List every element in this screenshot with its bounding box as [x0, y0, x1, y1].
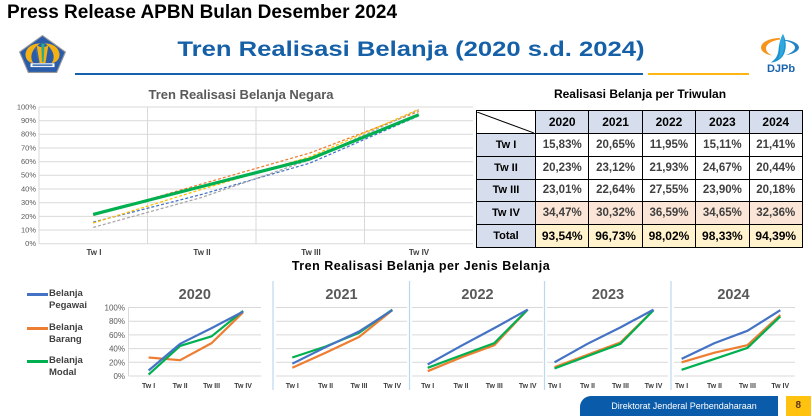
svg-text:40%: 40%	[109, 345, 125, 354]
svg-text:Tw II: Tw II	[318, 383, 333, 390]
svg-text:60%: 60%	[109, 331, 125, 340]
svg-text:Tw IV: Tw IV	[645, 383, 663, 390]
svg-text:100%: 100%	[105, 304, 125, 313]
svg-text:Tw II: Tw II	[193, 248, 210, 257]
svg-text:Tw III: Tw III	[486, 383, 503, 390]
svg-text:Tw I: Tw I	[286, 383, 299, 390]
svg-text:2023: 2023	[592, 287, 624, 303]
svg-text:Tw IV: Tw IV	[771, 383, 789, 390]
svg-text:Tw IV: Tw IV	[409, 248, 430, 257]
svg-text:80%: 80%	[109, 317, 125, 326]
svg-text:70%: 70%	[21, 143, 36, 152]
svg-text:Tw I: Tw I	[421, 383, 434, 390]
svg-text:Tw II: Tw II	[453, 383, 468, 390]
svg-text:DJPb: DJPb	[767, 63, 795, 74]
svg-text:Tw II: Tw II	[580, 383, 595, 390]
svg-text:2024: 2024	[717, 287, 749, 303]
svg-text:Tw I: Tw I	[675, 383, 688, 390]
svg-text:0%: 0%	[25, 239, 36, 248]
svg-text:2022: 2022	[461, 287, 493, 303]
svg-text:Tw III: Tw III	[351, 383, 368, 390]
svg-text:Tw IV: Tw IV	[519, 383, 537, 390]
svg-text:100%: 100%	[17, 102, 37, 111]
svg-text:90%: 90%	[21, 116, 36, 125]
svg-text:Tw II: Tw II	[173, 383, 188, 390]
svg-text:20%: 20%	[109, 358, 125, 367]
svg-text:50%: 50%	[21, 171, 36, 180]
svg-text:Tw IV: Tw IV	[383, 383, 401, 390]
svg-text:Tw III: Tw III	[301, 248, 320, 257]
svg-text:Tw III: Tw III	[203, 383, 220, 390]
svg-text:10%: 10%	[21, 225, 36, 234]
svg-text:Tw I: Tw I	[548, 383, 561, 390]
svg-text:Tw I: Tw I	[142, 383, 155, 390]
svg-text:60%: 60%	[21, 157, 36, 166]
svg-text:0%: 0%	[113, 372, 125, 381]
svg-text:Tw IV: Tw IV	[234, 383, 252, 390]
svg-text:Tw III: Tw III	[612, 383, 629, 390]
svg-text:2021: 2021	[325, 287, 357, 303]
svg-text:20%: 20%	[21, 212, 36, 221]
svg-text:Tw III: Tw III	[739, 383, 756, 390]
svg-text:Tw I: Tw I	[87, 248, 102, 257]
svg-text:30%: 30%	[21, 198, 36, 207]
svg-text:Tw II: Tw II	[707, 383, 722, 390]
svg-text:80%: 80%	[21, 130, 36, 139]
svg-text:40%: 40%	[21, 184, 36, 193]
svg-text:2020: 2020	[179, 287, 211, 303]
